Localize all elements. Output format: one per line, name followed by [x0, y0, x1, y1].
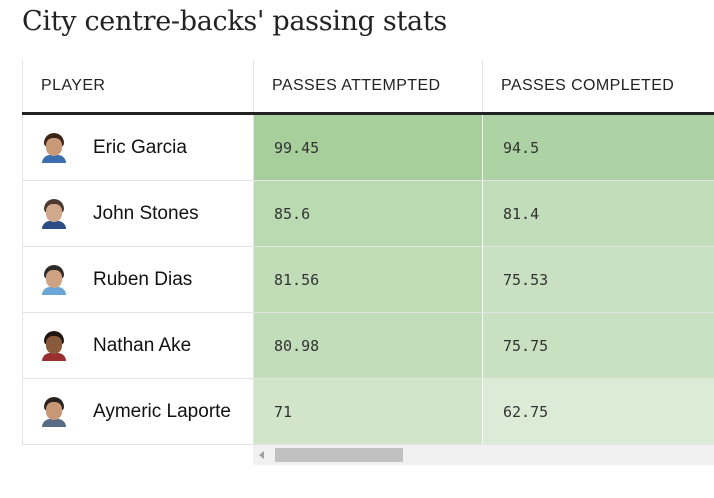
table-row: Aymeric Laporte 71 62.75 — [22, 378, 714, 445]
stats-table: PLAYER PASSES ATTEMPTED PASSES COMPLETED… — [22, 60, 714, 445]
table-row: Nathan Ake 80.98 75.75 — [22, 312, 714, 379]
table-row: Eric Garcia 99.45 94.5 — [22, 113, 714, 181]
player-avatar-icon — [41, 396, 67, 427]
passes-completed-value: 81.4 — [482, 180, 714, 247]
player-cell: John Stones — [22, 180, 254, 247]
passes-completed-value: 94.5 — [482, 113, 714, 181]
passes-completed-value: 75.75 — [482, 312, 714, 379]
passes-attempted-value: 71 — [253, 378, 483, 445]
passes-attempted-value: 85.6 — [253, 180, 483, 247]
scrollbar-thumb[interactable] — [275, 448, 403, 462]
passes-attempted-value: 99.45 — [253, 113, 483, 181]
passes-completed-value: 62.75 — [482, 378, 714, 445]
player-cell: Ruben Dias — [22, 246, 254, 313]
passes-attempted-value: 81.56 — [253, 246, 483, 313]
column-header-player[interactable]: PLAYER — [22, 60, 254, 115]
scroll-left-arrow-icon[interactable] — [259, 451, 264, 459]
horizontal-scrollbar[interactable] — [253, 445, 714, 465]
player-name: Ruben Dias — [93, 268, 193, 290]
player-avatar-icon — [41, 198, 67, 229]
table-body: Eric Garcia 99.45 94.5 John Stones 85.6 81.4 R… — [22, 113, 714, 445]
player-name: John Stones — [93, 202, 199, 224]
player-cell: Nathan Ake — [22, 312, 254, 379]
table-row: Ruben Dias 81.56 75.53 — [22, 246, 714, 313]
player-name: Aymeric Laporte — [93, 400, 231, 422]
player-avatar-icon — [41, 264, 67, 295]
player-avatar-icon — [41, 330, 67, 361]
passes-completed-value: 75.53 — [482, 246, 714, 313]
chart-title: City centre-backs' passing stats — [22, 6, 447, 37]
table-row: John Stones 85.6 81.4 — [22, 180, 714, 247]
player-cell: Aymeric Laporte — [22, 378, 254, 445]
player-cell: Eric Garcia — [22, 113, 254, 181]
table-viewport: PLAYER PASSES ATTEMPTED PASSES COMPLETED… — [22, 60, 714, 445]
player-avatar-icon — [41, 132, 67, 163]
player-name: Eric Garcia — [93, 136, 187, 158]
header-row: PLAYER PASSES ATTEMPTED PASSES COMPLETED — [22, 60, 714, 115]
passes-attempted-value: 80.98 — [253, 312, 483, 379]
player-name: Nathan Ake — [93, 334, 192, 356]
column-header-passes-attempted[interactable]: PASSES ATTEMPTED — [253, 60, 483, 115]
column-header-passes-completed[interactable]: PASSES COMPLETED — [482, 60, 714, 115]
